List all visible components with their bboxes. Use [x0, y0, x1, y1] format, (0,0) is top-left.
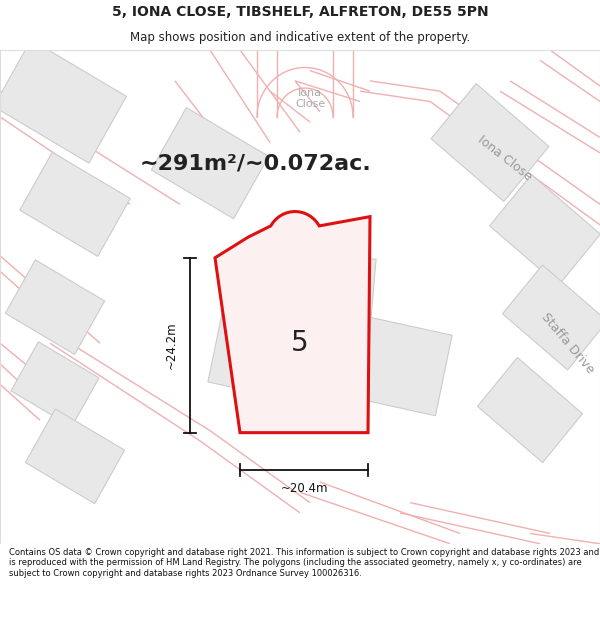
Polygon shape — [431, 84, 549, 202]
Polygon shape — [0, 40, 127, 163]
Text: Iona Close: Iona Close — [475, 133, 535, 183]
Polygon shape — [503, 265, 600, 370]
Polygon shape — [328, 312, 452, 416]
Polygon shape — [5, 260, 104, 354]
Polygon shape — [151, 107, 269, 219]
Polygon shape — [20, 152, 130, 256]
Text: 5: 5 — [291, 329, 309, 357]
Polygon shape — [215, 211, 370, 432]
Polygon shape — [234, 248, 376, 408]
Text: Iona
Close: Iona Close — [295, 88, 325, 109]
Text: ~291m²/~0.072ac.: ~291m²/~0.072ac. — [139, 153, 371, 173]
Text: Map shows position and indicative extent of the property.: Map shows position and indicative extent… — [130, 31, 470, 44]
Polygon shape — [478, 357, 583, 462]
Text: Contains OS data © Crown copyright and database right 2021. This information is : Contains OS data © Crown copyright and d… — [9, 548, 599, 578]
Text: Staffa Drive: Staffa Drive — [539, 311, 597, 376]
Polygon shape — [208, 301, 332, 406]
Text: ~20.4m: ~20.4m — [280, 482, 328, 495]
Text: ~24.2m: ~24.2m — [165, 321, 178, 369]
Polygon shape — [11, 342, 99, 427]
Polygon shape — [490, 174, 600, 286]
Polygon shape — [25, 409, 125, 504]
Text: 5, IONA CLOSE, TIBSHELF, ALFRETON, DE55 5PN: 5, IONA CLOSE, TIBSHELF, ALFRETON, DE55 … — [112, 6, 488, 19]
